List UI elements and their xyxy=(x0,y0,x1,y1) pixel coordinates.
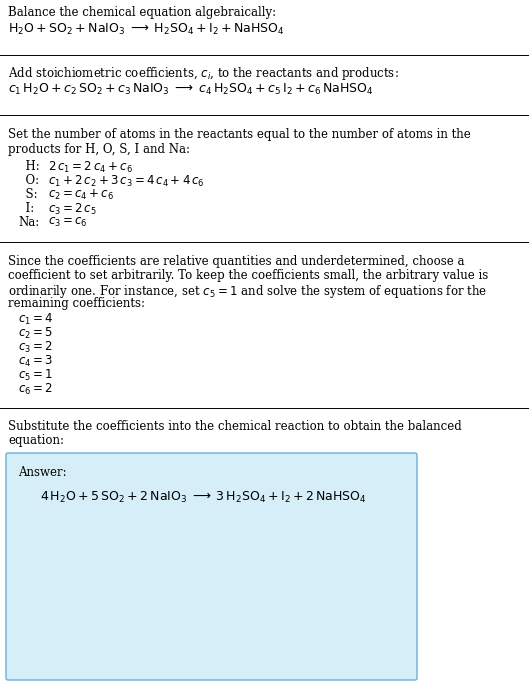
Text: coefficient to set arbitrarily. To keep the coefficients small, the arbitrary va: coefficient to set arbitrarily. To keep … xyxy=(8,269,488,282)
Text: remaining coefficients:: remaining coefficients: xyxy=(8,297,145,310)
Text: Since the coefficients are relative quantities and underdetermined, choose a: Since the coefficients are relative quan… xyxy=(8,255,464,268)
Text: $\mathrm{H_2O + SO_2 + NaIO_3 \;\longrightarrow\; H_2SO_4 + I_2 + NaHSO_4}$: $\mathrm{H_2O + SO_2 + NaIO_3 \;\longrig… xyxy=(8,22,285,37)
Text: I:: I: xyxy=(18,202,34,215)
Text: $c_4 = 3$: $c_4 = 3$ xyxy=(18,354,53,369)
Text: $c_1\, \mathrm{H_2O} + c_2\, \mathrm{SO_2} + c_3\, \mathrm{NaIO_3} \;\longrighta: $c_1\, \mathrm{H_2O} + c_2\, \mathrm{SO_… xyxy=(8,82,374,97)
Text: Set the number of atoms in the reactants equal to the number of atoms in the: Set the number of atoms in the reactants… xyxy=(8,128,471,141)
Text: $c_3 = c_6$: $c_3 = c_6$ xyxy=(48,216,88,229)
Text: Answer:: Answer: xyxy=(18,466,67,479)
Text: $c_2 = 5$: $c_2 = 5$ xyxy=(18,326,53,341)
Text: equation:: equation: xyxy=(8,434,64,447)
Text: H:: H: xyxy=(18,160,40,173)
Text: $c_1 + 2\,c_2 + 3\,c_3 = 4\,c_4 + 4\,c_6$: $c_1 + 2\,c_2 + 3\,c_3 = 4\,c_4 + 4\,c_6… xyxy=(48,174,205,189)
Text: products for H, O, S, I and Na:: products for H, O, S, I and Na: xyxy=(8,143,190,156)
Text: $c_2 = c_4 + c_6$: $c_2 = c_4 + c_6$ xyxy=(48,188,114,202)
Text: $c_3 = 2\,c_5$: $c_3 = 2\,c_5$ xyxy=(48,202,97,217)
Text: ordinarily one. For instance, set $c_5 = 1$ and solve the system of equations fo: ordinarily one. For instance, set $c_5 =… xyxy=(8,283,487,300)
Text: $4\, \mathrm{H_2O} + 5\, \mathrm{SO_2} + 2\, \mathrm{NaIO_3} \;\longrightarrow\;: $4\, \mathrm{H_2O} + 5\, \mathrm{SO_2} +… xyxy=(40,490,367,505)
Text: Balance the chemical equation algebraically:: Balance the chemical equation algebraica… xyxy=(8,6,276,19)
Text: $c_6 = 2$: $c_6 = 2$ xyxy=(18,382,53,397)
Text: $c_3 = 2$: $c_3 = 2$ xyxy=(18,340,53,355)
Text: $2\,c_1 = 2\,c_4 + c_6$: $2\,c_1 = 2\,c_4 + c_6$ xyxy=(48,160,133,175)
Text: Add stoichiometric coefficients, $c_i$, to the reactants and products:: Add stoichiometric coefficients, $c_i$, … xyxy=(8,65,399,82)
Text: Na:: Na: xyxy=(18,216,39,229)
FancyBboxPatch shape xyxy=(6,453,417,680)
Text: Substitute the coefficients into the chemical reaction to obtain the balanced: Substitute the coefficients into the che… xyxy=(8,420,462,433)
Text: $c_5 = 1$: $c_5 = 1$ xyxy=(18,368,53,383)
Text: O:: O: xyxy=(18,174,39,187)
Text: $c_1 = 4$: $c_1 = 4$ xyxy=(18,312,53,327)
Text: S:: S: xyxy=(18,188,38,201)
